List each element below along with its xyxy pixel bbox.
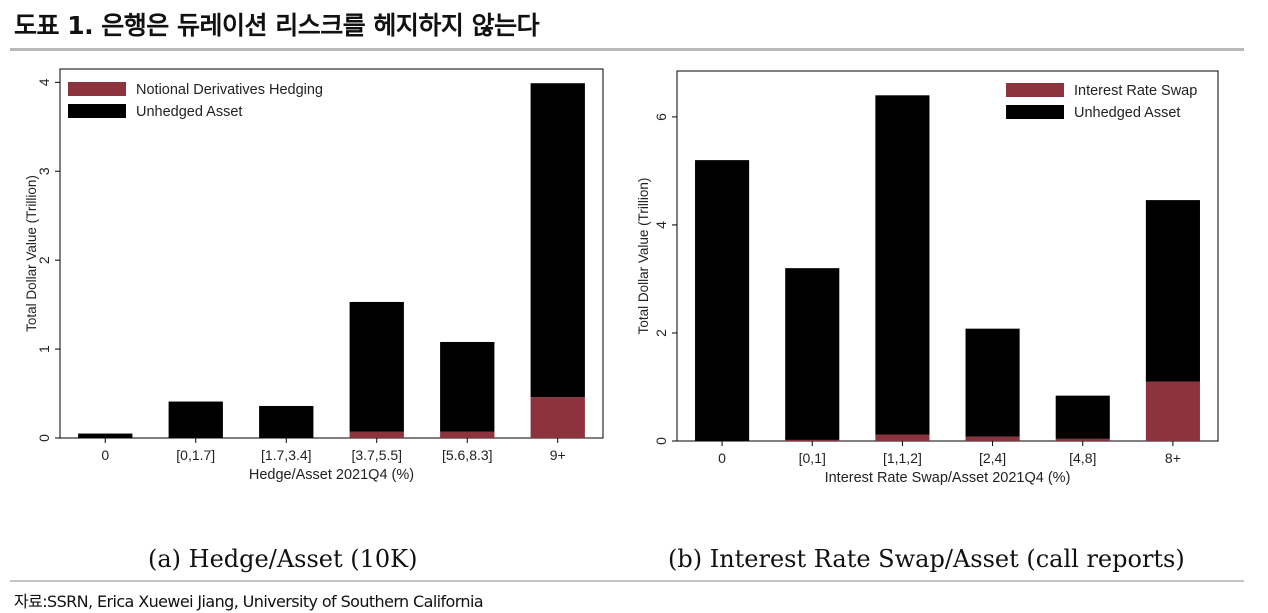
bar-hedged-2 [875, 434, 930, 441]
bar-hedged-4 [1055, 438, 1110, 441]
bar-unhedged-5 [1145, 200, 1200, 382]
bar-unhedged-1 [168, 401, 223, 438]
bar-hedged-4 [440, 431, 495, 438]
x-tick-label: [0,1] [799, 450, 826, 466]
bar-unhedged-1 [785, 268, 840, 440]
chart-interest-rate-swap: 0 [0,1] [1,1,2] [2,4] [4,8] 8+ 0 2 4 6 Interest Ra… [636, 70, 1219, 486]
y-tick-label: 3 [36, 167, 52, 175]
bar-hedged-5 [530, 397, 585, 438]
x-tick-label: 0 [718, 450, 726, 466]
legend-swatch-unhedged [1006, 105, 1064, 119]
legend-label-hedged: Interest Rate Swap [1074, 83, 1197, 99]
legend-label-unhedged: Unhedged Asset [136, 104, 242, 120]
plot-frame [59, 68, 604, 439]
caption-interest-rate-swap: (b) Interest Rate Swap/Asset (call repor… [668, 545, 1185, 573]
legend-swatch-hedged [68, 82, 126, 96]
y-tick-label: 0 [36, 434, 52, 442]
x-tick-label: 8+ [1165, 450, 1181, 466]
bar-unhedged-4 [1055, 395, 1110, 439]
x-tick-label: [5.6,8.3] [442, 447, 493, 463]
plot-frame [676, 70, 1219, 442]
x-tick-label: [0,1.7] [176, 447, 215, 463]
x-tick-label: [4,8] [1069, 450, 1096, 466]
bar-hedged-3 [349, 431, 404, 438]
source-note: 자료:SSRN, Erica Xuewei Jiang, University … [14, 592, 484, 611]
y-tick-label: 4 [36, 78, 52, 86]
x-axis-title: Hedge/Asset 2021Q4 (%) [249, 467, 414, 483]
x-axis-title: Interest Rate Swap/Asset 2021Q4 (%) [825, 470, 1071, 486]
title-divider [10, 48, 1244, 51]
y-tick-label: 1 [36, 345, 52, 353]
y-tick-label: 0 [653, 437, 669, 445]
x-tick-label: [1.7,3.4] [261, 447, 312, 463]
legend-label-hedged: Notional Derivatives Hedging [136, 82, 323, 98]
y-tick-label: 6 [653, 113, 669, 121]
x-tick-label: 0 [101, 447, 109, 463]
bar-unhedged-0 [695, 160, 750, 441]
bar-hedged-3 [965, 436, 1020, 441]
x-tick-label: 9+ [550, 447, 566, 463]
y-tick-label: 2 [653, 329, 669, 337]
bar-unhedged-4 [440, 341, 495, 432]
caption-hedge-asset: (a) Hedge/Asset (10K) [148, 545, 418, 573]
bar-unhedged-2 [259, 405, 314, 438]
legend-swatch-hedged [1006, 83, 1064, 97]
bar-unhedged-3 [965, 328, 1020, 437]
figure-title: 도표 1. 은행은 듀레이션 리스크를 헤지하지 않는다 [14, 11, 540, 40]
bar-hedged-5 [1145, 381, 1200, 441]
x-tick-label: [2,4] [979, 450, 1006, 466]
bar-hedged-1 [785, 439, 840, 441]
y-tick-label: 4 [653, 221, 669, 229]
legend-swatch-unhedged [68, 104, 126, 118]
bar-unhedged-3 [349, 301, 404, 432]
x-tick-label: [1,1,2] [883, 450, 922, 466]
bar-unhedged-0 [78, 433, 133, 438]
legend-label-unhedged: Unhedged Asset [1074, 105, 1180, 121]
bar-unhedged-2 [875, 95, 930, 435]
y-axis-title: Total Dollar Value (Trillion) [636, 178, 651, 335]
footer-divider [10, 580, 1244, 582]
chart-hedge-asset: 0 [0,1.7] [1.7,3.4] [3.7,5.5] [5.6,8.3] 9+ 0 1 2… [24, 68, 604, 483]
y-tick-label: 2 [36, 256, 52, 264]
y-axis-title: Total Dollar Value (Trillion) [24, 175, 39, 332]
bar-unhedged-5 [530, 83, 585, 398]
x-tick-label: [3.7,5.5] [351, 447, 402, 463]
